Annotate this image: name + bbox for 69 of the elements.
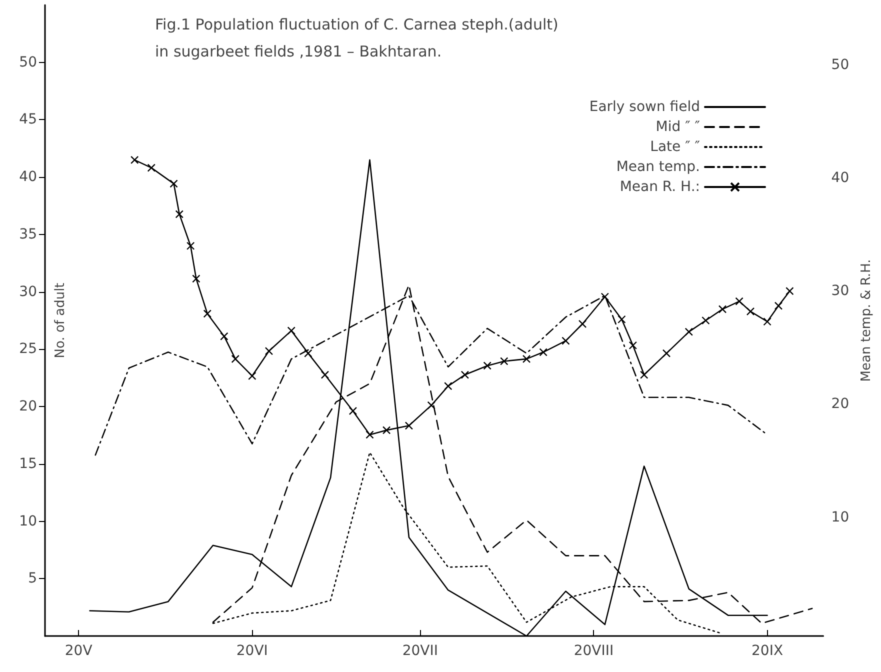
point bbox=[304, 349, 312, 358]
text: in sugarbeet fields ,1981 – Bakhtaran. bbox=[155, 42, 442, 60]
legend-label: Mean R. H.: bbox=[620, 179, 700, 195]
point bbox=[618, 315, 626, 324]
point bbox=[287, 326, 296, 335]
point bbox=[366, 430, 374, 439]
y-tick-label: 15 bbox=[19, 456, 37, 472]
y-tick-label: 40 bbox=[19, 169, 37, 186]
y-axis-title: No. of adult bbox=[53, 282, 68, 358]
y2-tick-label: 50 bbox=[831, 56, 850, 73]
point bbox=[348, 406, 358, 416]
y-tick-label: 10 bbox=[19, 513, 37, 530]
x-tick-label: 20IX bbox=[752, 643, 784, 659]
legend-label: Mid ″ ″ bbox=[656, 119, 700, 135]
point bbox=[444, 382, 452, 390]
y-tick-label: 20 bbox=[19, 398, 37, 415]
point bbox=[662, 349, 671, 358]
point bbox=[500, 357, 508, 366]
point bbox=[220, 332, 228, 340]
x-tick-label: 20V bbox=[64, 643, 93, 659]
point bbox=[382, 426, 391, 434]
y-tick-label: 45 bbox=[19, 112, 37, 128]
y-tick-label: 50 bbox=[19, 54, 37, 70]
y2-tick-label: 20 bbox=[831, 396, 850, 412]
y-tick-label: 25 bbox=[19, 341, 37, 358]
point bbox=[130, 156, 139, 164]
legend-label: Mean temp. bbox=[616, 159, 700, 175]
text: Fig.1 Population fluctuation of C. Carnea steph.(adult) bbox=[155, 16, 558, 34]
y2-tick-label: 10 bbox=[831, 509, 850, 526]
y2-tick-label: 30 bbox=[831, 283, 850, 300]
point bbox=[735, 297, 744, 306]
point bbox=[746, 307, 755, 316]
x-tick-label: 20VI bbox=[236, 643, 268, 659]
point bbox=[186, 242, 195, 250]
point bbox=[539, 348, 548, 356]
point bbox=[192, 274, 200, 283]
point bbox=[640, 370, 648, 379]
point bbox=[628, 341, 638, 350]
y-tick-label: 35 bbox=[19, 226, 37, 242]
point bbox=[427, 401, 436, 410]
legend-label: Late ″ ″ bbox=[650, 139, 700, 155]
point bbox=[684, 328, 694, 336]
point bbox=[600, 292, 610, 301]
point bbox=[404, 422, 414, 430]
x-tick-label: 20VII bbox=[402, 643, 438, 659]
point bbox=[774, 302, 783, 310]
point bbox=[578, 320, 587, 328]
point bbox=[786, 287, 794, 296]
point bbox=[702, 316, 710, 325]
x-tick-label: 20VIII bbox=[574, 643, 614, 659]
legend-label: Early sown field bbox=[589, 99, 700, 115]
point bbox=[264, 346, 274, 356]
point bbox=[562, 336, 570, 345]
point bbox=[147, 164, 156, 172]
point bbox=[203, 310, 212, 318]
point bbox=[718, 305, 727, 314]
point bbox=[483, 362, 492, 370]
point bbox=[170, 180, 178, 188]
point bbox=[460, 370, 470, 379]
point bbox=[522, 354, 531, 364]
y-tick-label: 30 bbox=[19, 284, 37, 300]
point bbox=[248, 372, 256, 380]
y-tick-label: 5 bbox=[28, 570, 37, 587]
point bbox=[231, 354, 240, 364]
point bbox=[763, 318, 772, 326]
y2-axis-title: Mean temp. & R.H. bbox=[859, 259, 874, 382]
point bbox=[175, 210, 184, 218]
point bbox=[320, 370, 330, 379]
y2-tick-label: 40 bbox=[831, 170, 850, 186]
